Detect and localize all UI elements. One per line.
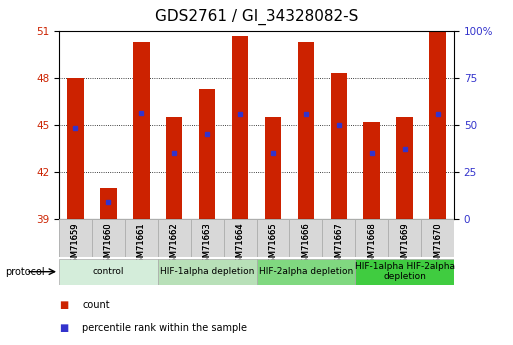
Bar [397,117,413,219]
Text: GSM71665: GSM71665 [268,222,278,268]
Text: GSM71664: GSM71664 [235,222,245,268]
Text: GSM71664: GSM71664 [235,222,245,268]
Bar [232,36,248,219]
Text: GSM71670: GSM71670 [433,222,442,268]
Bar [59,259,158,285]
Text: GSM71670: GSM71670 [433,222,442,268]
Text: GSM71660: GSM71660 [104,222,113,268]
Bar [158,219,191,257]
Text: GDS2761 / GI_34328082-S: GDS2761 / GI_34328082-S [155,9,358,25]
Text: GSM71663: GSM71663 [203,222,212,268]
Bar [355,219,388,257]
Bar [59,219,92,257]
Text: GSM71667: GSM71667 [334,222,343,268]
Text: GSM71663: GSM71663 [203,222,212,268]
Text: GSM71662: GSM71662 [170,222,179,268]
Bar [199,89,215,219]
Text: ■: ■ [59,300,68,310]
Bar [224,219,256,257]
Bar [289,219,322,257]
Bar [265,117,281,219]
Text: GSM71662: GSM71662 [170,222,179,268]
Bar [388,219,421,257]
Bar [191,219,224,257]
Text: GSM71660: GSM71660 [104,222,113,268]
Bar [421,219,454,257]
Text: GSM71661: GSM71661 [137,222,146,268]
Bar [256,259,355,285]
Bar [322,219,355,257]
Text: GSM71669: GSM71669 [400,222,409,268]
Bar [355,219,388,257]
Bar [421,219,454,257]
Bar [158,259,256,285]
Bar [133,42,149,219]
Bar [224,219,256,257]
Text: GSM71665: GSM71665 [268,222,278,268]
Bar [322,219,355,257]
Text: HIF-2alpha depletion: HIF-2alpha depletion [259,267,353,276]
Bar [166,117,183,219]
Text: GSM71659: GSM71659 [71,222,80,268]
Text: GSM71666: GSM71666 [301,222,310,268]
Bar [364,122,380,219]
Bar [289,219,322,257]
Text: ■: ■ [59,323,68,333]
Bar [355,259,454,285]
Bar [256,219,289,257]
Text: GSM71661: GSM71661 [137,222,146,268]
Text: protocol: protocol [5,267,45,276]
Bar [158,219,191,257]
Bar [388,219,421,257]
Text: HIF-1alpha depletion: HIF-1alpha depletion [160,267,254,276]
Bar [256,219,289,257]
Text: GSM71666: GSM71666 [301,222,310,268]
Text: GSM71668: GSM71668 [367,222,376,268]
Text: percentile rank within the sample: percentile rank within the sample [82,323,247,333]
Bar [330,73,347,219]
Text: count: count [82,300,110,310]
Bar [92,219,125,257]
Text: GSM71668: GSM71668 [367,222,376,268]
Bar [92,219,125,257]
Bar [125,219,158,257]
Text: GSM71667: GSM71667 [334,222,343,268]
Text: GSM71669: GSM71669 [400,222,409,268]
Text: GSM71659: GSM71659 [71,222,80,268]
Bar [125,219,158,257]
Bar [298,42,314,219]
Bar [429,31,446,219]
Text: HIF-1alpha HIF-2alpha
depletion: HIF-1alpha HIF-2alpha depletion [354,262,455,282]
Bar [67,78,84,219]
Bar [100,188,116,219]
Bar [191,219,224,257]
Bar [59,219,92,257]
Text: control: control [93,267,124,276]
